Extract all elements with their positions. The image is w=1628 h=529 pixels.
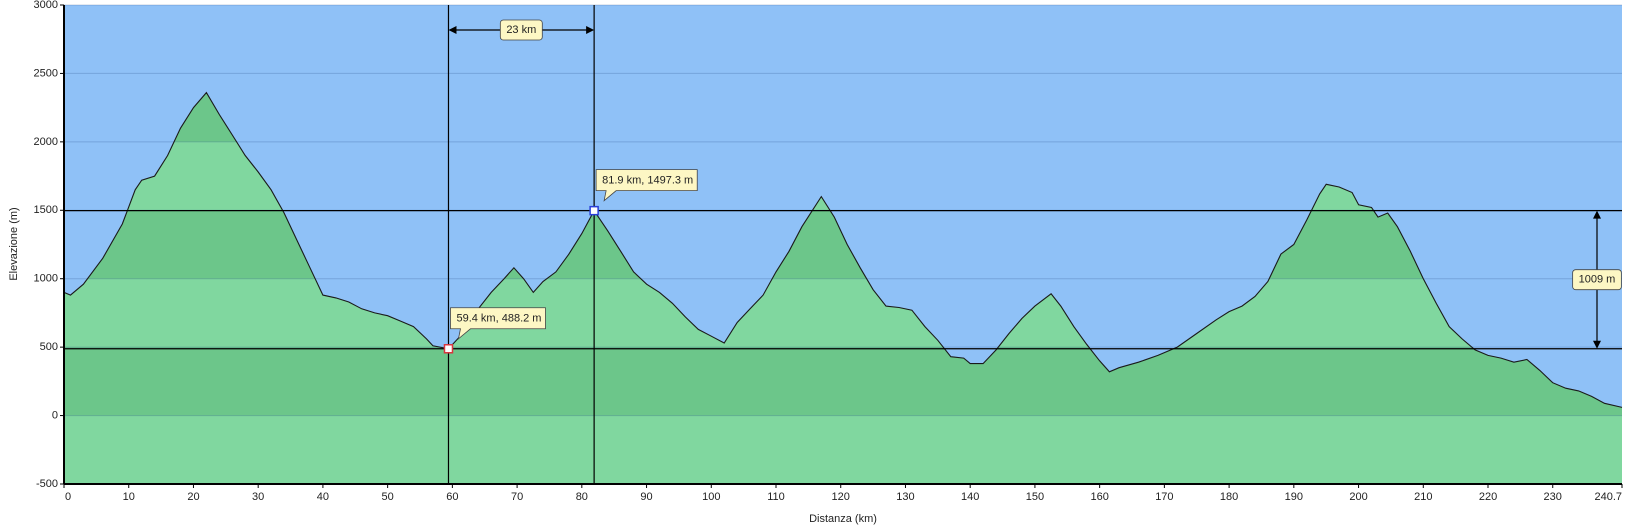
callout-box [450,307,546,340]
x-tick-label: 200 [1349,491,1367,503]
y-tick-label: 2000 [34,136,58,148]
callout-box [595,169,698,202]
y-tick-label: 0 [52,409,58,421]
y-tick-label: 3000 [34,0,58,11]
elevation-line [63,91,1623,408]
marker-label: 59.4 km, 488.2 m [456,313,541,325]
elevation-band [64,347,1622,416]
x-tick-label: 240.7 [1594,491,1622,503]
marker-callout: 59.4 km, 488.2 m [450,307,546,340]
marker-point [443,344,454,354]
x-tick-label: 170 [1155,491,1173,503]
x-tick-label: 40 [317,491,329,503]
x-tick-label: 100 [702,491,720,503]
y-tick-label: -500 [36,478,58,490]
x-tick-label: 210 [1414,491,1432,503]
x-tick-label: 60 [446,491,458,503]
x-tick-label: 10 [123,491,135,503]
marker-point [589,205,599,216]
x-tick-label: 150 [1026,491,1044,503]
y-tick-label: 500 [40,341,58,353]
y-tick-label: 1000 [34,273,58,285]
x-tick-label: 80 [576,491,588,503]
x-tick-label: 90 [640,491,652,503]
x-tick-label: 130 [896,491,914,503]
x-tick-label: 50 [382,491,394,503]
span-label: 23 km [506,24,536,36]
x-tick-label: 20 [187,491,199,503]
x-tick-label: 140 [961,491,979,503]
diff-label-box [1572,269,1622,291]
x-tick-label: 110 [767,491,785,503]
x-tick-label: 230 [1544,491,1562,503]
x-tick-label: 120 [832,491,850,503]
x-tick-label: 0 [65,491,71,503]
x-tick-label: 220 [1479,491,1497,503]
y-axis-label: Elevazione (m) [8,207,20,280]
x-tick-label: 160 [1090,491,1108,503]
marker-callout: 81.9 km, 1497.3 m [595,169,698,202]
y-tick-label: 1500 [34,204,58,216]
x-tick-label: 30 [252,491,264,503]
x-tick-label: 190 [1285,491,1303,503]
y-tick-label: 2500 [34,67,58,79]
diff-label: 1009 m [1579,274,1616,286]
marker-label: 81.9 km, 1497.3 m [602,175,693,187]
span-label-box [499,19,543,41]
x-tick-label: 70 [511,491,523,503]
x-tick-label: 180 [1220,491,1238,503]
x-axis-label: Distanza (km) [809,513,877,525]
